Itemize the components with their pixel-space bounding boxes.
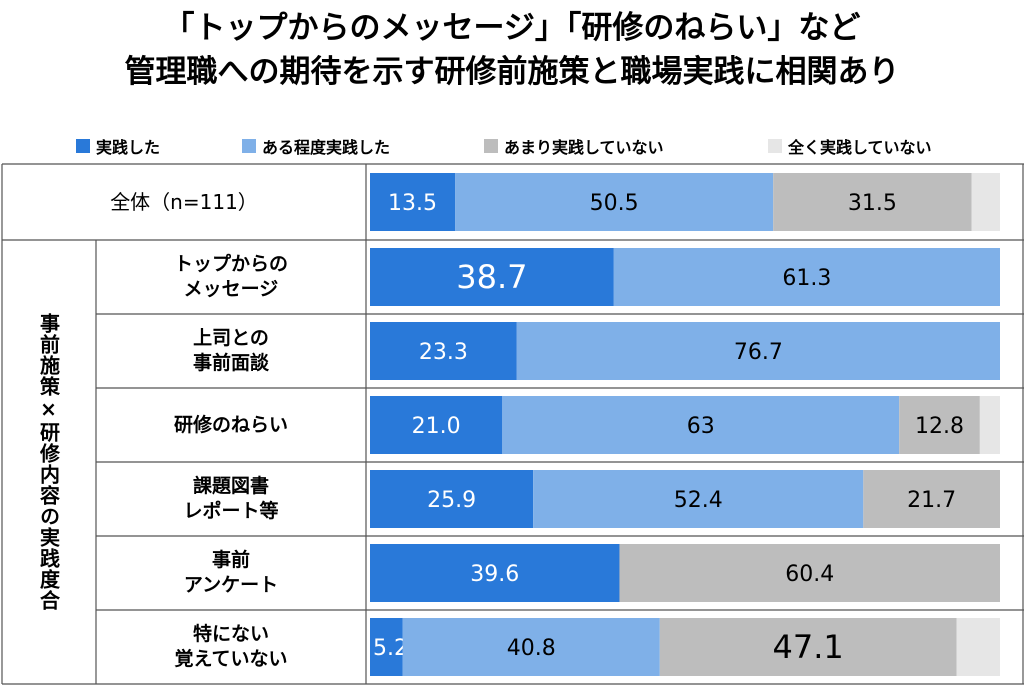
row-label-line: 上司との xyxy=(193,327,269,349)
row-label-line: 事前 xyxy=(211,549,250,571)
legend-swatch-amari xyxy=(484,139,498,153)
legend-label-amari: あまり実践していない xyxy=(504,138,664,157)
legend-swatch-jissen xyxy=(76,139,90,153)
row-label-line: トップからの xyxy=(173,253,288,275)
bar-segment-overall-amari xyxy=(773,173,972,231)
data-label-none-amari: 47.1 xyxy=(773,628,844,666)
bar-segment-none-aruteido xyxy=(402,618,660,676)
legend-item-jissen: 実践した xyxy=(76,136,161,157)
row-label-line: 課題図書 xyxy=(192,475,269,497)
bar-segment-training-aim-aruteido xyxy=(502,396,900,454)
row-label-line: メッセージ xyxy=(183,278,279,300)
row-label-boss-interview: 上司との 事前面談 xyxy=(96,314,366,388)
bar-segment-assigned-reading-aruteido xyxy=(533,470,864,528)
bar-segment-overall-jissen xyxy=(370,173,456,231)
data-label-overall-jissen: 13.5 xyxy=(388,191,437,216)
legend-swatch-aruteido xyxy=(242,139,256,153)
legend-label-aruteido: ある程度実践した xyxy=(262,138,391,157)
row-label-line: 特にない xyxy=(192,623,269,645)
data-label-training-aim-aruteido: 63 xyxy=(687,414,715,439)
row-label-line: レポート等 xyxy=(183,500,279,522)
data-label-top-message-jissen: 38.7 xyxy=(456,258,527,296)
bar-segment-overall-mattaku xyxy=(971,173,1000,231)
row-label-line: 研修のねらい xyxy=(173,413,288,436)
bar-segment-training-aim-jissen xyxy=(370,396,503,454)
bar-segment-none-amari xyxy=(659,618,957,676)
legend-label-mattaku: 全く実践していない xyxy=(788,138,932,157)
legend-item-aruteido: ある程度実践した xyxy=(242,136,391,157)
row-label-overall-text: 全体（n=111） xyxy=(110,189,258,214)
row-label-overall: 全体（n=111） xyxy=(2,164,366,240)
bar-segment-boss-interview-aruteido xyxy=(516,322,1000,380)
data-label-pre-survey-amari: 60.4 xyxy=(785,562,834,587)
data-label-boss-interview-aruteido: 76.7 xyxy=(734,340,783,365)
row-label-assigned-reading: 課題図書 レポート等 xyxy=(96,462,366,536)
data-label-training-aim-jissen: 21.0 xyxy=(412,414,461,439)
data-label-pre-survey-jissen: 39.6 xyxy=(470,562,519,587)
bar-segment-assigned-reading-jissen xyxy=(370,470,534,528)
bar-segment-pre-survey-jissen xyxy=(370,544,620,602)
legend-item-amari: あまり実践していない xyxy=(484,136,664,157)
bar-segment-overall-aruteido xyxy=(455,173,774,231)
bar-segment-training-aim-mattaku xyxy=(979,396,1000,454)
data-label-none-jissen: 5.2 xyxy=(373,636,408,661)
row-label-line: 覚えていない xyxy=(174,648,288,670)
bar-segment-assigned-reading-amari xyxy=(863,470,1000,528)
data-label-assigned-reading-jissen: 25.9 xyxy=(427,488,476,513)
group-label: 事前施策×研修内容の実践度合 xyxy=(2,240,96,684)
data-label-none-aruteido: 40.8 xyxy=(507,636,556,661)
bar-segment-boss-interview-jissen xyxy=(370,322,517,380)
chart-title-line-1: 「トップからのメッセージ」「研修のねらい」など xyxy=(163,10,861,46)
bar-segment-none-mattaku xyxy=(956,618,1000,676)
data-label-overall-aruteido: 50.5 xyxy=(590,191,639,216)
data-label-assigned-reading-amari: 21.7 xyxy=(907,488,956,513)
legend-swatch-mattaku xyxy=(768,139,782,153)
row-label-top-message: トップからの メッセージ xyxy=(96,240,366,314)
data-label-boss-interview-jissen: 23.3 xyxy=(419,340,468,365)
row-label-line: 事前面談 xyxy=(192,352,269,374)
data-label-training-aim-amari: 12.8 xyxy=(915,414,964,439)
chart-title-line-2: 管理職への期待を示す研修前施策と職場実践に相関あり xyxy=(124,54,900,90)
legend-item-mattaku: 全く実践していない xyxy=(768,136,932,157)
legend-label-jissen: 実践した xyxy=(96,138,161,157)
row-label-none: 特にない 覚えていない xyxy=(96,610,366,684)
bar-segment-training-aim-amari xyxy=(899,396,980,454)
data-label-overall-amari: 31.5 xyxy=(848,191,897,216)
group-label-text: 事前施策×研修内容の実践度合 xyxy=(36,313,61,611)
data-label-top-message-aruteido: 61.3 xyxy=(782,266,831,291)
data-label-assigned-reading-aruteido: 52.4 xyxy=(674,488,723,513)
bar-segment-none-jissen xyxy=(370,618,403,676)
row-label-pre-survey: 事前 アンケート xyxy=(96,536,366,610)
bar-segment-pre-survey-amari xyxy=(619,544,1000,602)
bar-segment-top-message-jissen xyxy=(370,248,614,306)
bar-segment-top-message-aruteido xyxy=(613,248,1000,306)
row-label-training-aim: 研修のねらい xyxy=(96,388,366,462)
row-label-line: アンケート xyxy=(183,574,279,596)
